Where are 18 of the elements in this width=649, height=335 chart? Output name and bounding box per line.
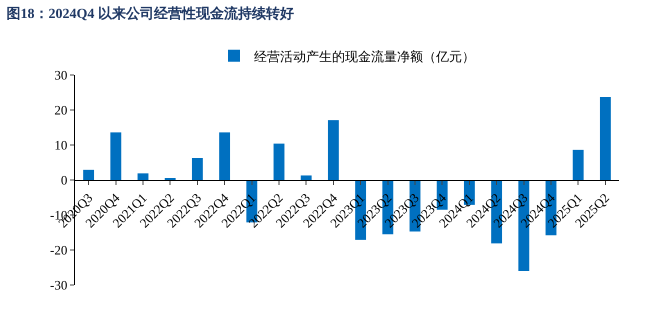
- y-tick-label: 10: [54, 138, 68, 153]
- y-tick-label: 20: [54, 102, 68, 118]
- bar: [192, 158, 203, 180]
- bar: [138, 173, 148, 180]
- bar: [572, 150, 584, 180]
- bar: [274, 144, 284, 180]
- bar: [300, 175, 312, 180]
- bar: [600, 97, 611, 180]
- y-tick-label: -30: [50, 278, 68, 293]
- bar: [110, 132, 122, 180]
- bar: [83, 170, 94, 180]
- y-tick-label: -20: [50, 242, 68, 258]
- bar: [219, 132, 230, 180]
- bar: [328, 120, 339, 180]
- y-tick-label: 30: [54, 68, 68, 83]
- chart-title: 图18：2024Q4 以来公司经营性现金流持续转好: [6, 5, 294, 22]
- y-tick-label: 0: [60, 172, 68, 188]
- legend-label: 经营活动产生的现金流量净额（亿元）: [254, 48, 475, 64]
